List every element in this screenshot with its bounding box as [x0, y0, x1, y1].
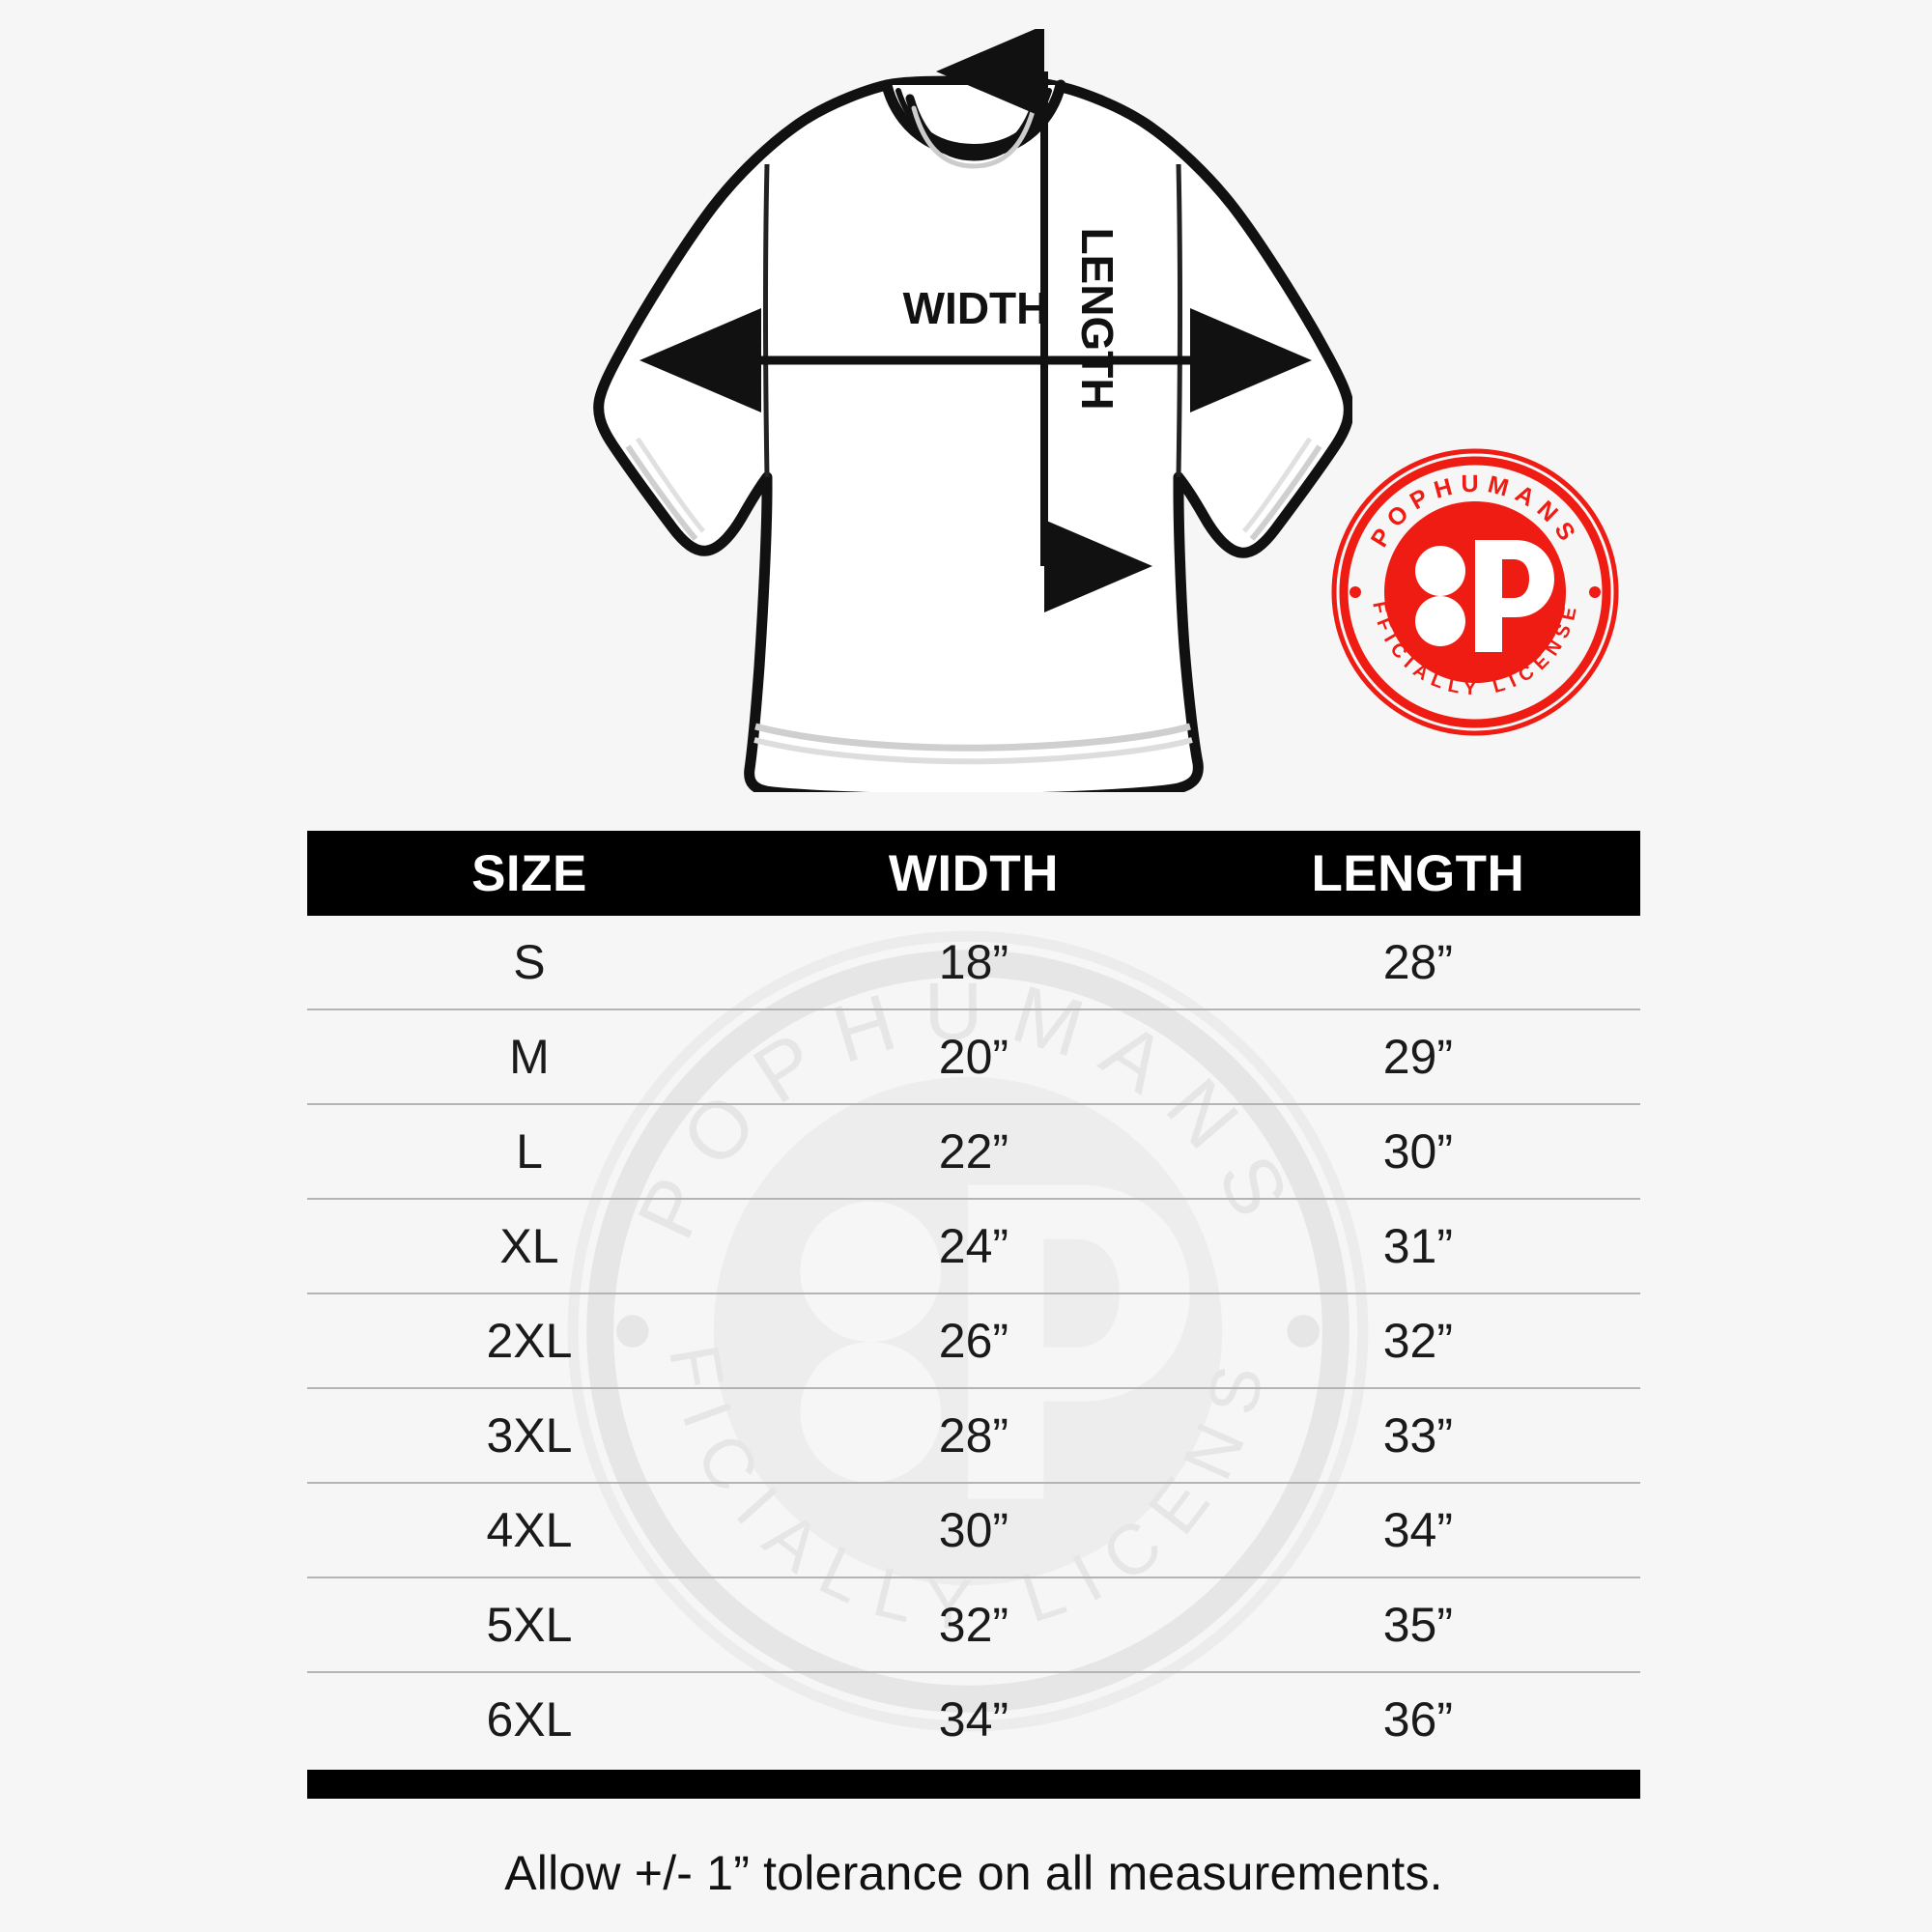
column-header-width: WIDTH — [888, 844, 1060, 902]
cell-length: 33” — [1382, 1408, 1454, 1463]
cell-size: 6XL — [486, 1692, 573, 1747]
table-row: 6XL 34” 36” — [307, 1673, 1640, 1766]
cell-width: 28” — [938, 1408, 1009, 1463]
table-footer-bar — [307, 1770, 1640, 1799]
width-label: WIDTH — [903, 283, 1049, 333]
table-row: 4XL 30” 34” — [307, 1484, 1640, 1578]
badge-dot-right — [1589, 586, 1601, 598]
cell-length: 36” — [1382, 1692, 1454, 1747]
cell-size: 2XL — [486, 1314, 573, 1368]
cell-length: 31” — [1382, 1219, 1454, 1273]
cell-width: 32” — [938, 1598, 1009, 1652]
cell-size: 5XL — [486, 1598, 573, 1652]
pophumans-p-mark — [1415, 540, 1554, 652]
cell-width: 24” — [938, 1219, 1009, 1273]
cell-width: 20” — [938, 1030, 1009, 1084]
table-header-row: SIZE WIDTH LENGTH — [307, 831, 1640, 916]
cell-size: 3XL — [486, 1408, 573, 1463]
cell-length: 30” — [1382, 1124, 1454, 1179]
table-row: L 22” 30” — [307, 1105, 1640, 1200]
badge-dot-left — [1350, 586, 1361, 598]
table-row: XL 24” 31” — [307, 1200, 1640, 1294]
cell-length: 34” — [1382, 1503, 1454, 1557]
cell-width: 30” — [938, 1503, 1009, 1557]
table-body: S 18” 28” M 20” 29” L 22” 30” XL 24” 31”… — [307, 916, 1640, 1766]
cell-size: XL — [499, 1219, 559, 1273]
cell-size: L — [516, 1124, 543, 1179]
table-row: M 20” 29” — [307, 1010, 1640, 1105]
cell-length: 35” — [1382, 1598, 1454, 1652]
cell-width: 22” — [938, 1124, 1009, 1179]
cell-length: 28” — [1382, 935, 1454, 989]
cell-width: 18” — [938, 935, 1009, 989]
officially-licensed-badge: POPHUMANS OFFICIALLY LICENSED — [1320, 431, 1620, 737]
table-row: 3XL 28” 33” — [307, 1389, 1640, 1484]
column-header-size: SIZE — [471, 844, 587, 902]
t-shirt-illustration: WIDTH LENGTH — [593, 29, 1352, 792]
tolerance-note: Allow +/- 1” tolerance on all measuremen… — [504, 1846, 1443, 1900]
cell-length: 32” — [1382, 1314, 1454, 1368]
cell-length: 29” — [1382, 1030, 1454, 1084]
table-row: 5XL 32” 35” — [307, 1578, 1640, 1673]
length-label: LENGTH — [1072, 227, 1122, 410]
cell-width: 26” — [938, 1314, 1009, 1368]
table-row: 2XL 26” 32” — [307, 1294, 1640, 1389]
size-chart-table: SIZE WIDTH LENGTH S 18” 28” M 20” 29” L … — [307, 831, 1640, 1901]
table-row: S 18” 28” — [307, 916, 1640, 1010]
cell-size: S — [513, 935, 546, 989]
cell-size: 4XL — [486, 1503, 573, 1557]
column-header-length: LENGTH — [1311, 844, 1525, 902]
shirt-outline — [593, 75, 1352, 792]
cell-width: 34” — [938, 1692, 1009, 1747]
garment-diagram-region: WIDTH LENGTH — [0, 0, 1932, 811]
cell-size: M — [509, 1030, 550, 1084]
